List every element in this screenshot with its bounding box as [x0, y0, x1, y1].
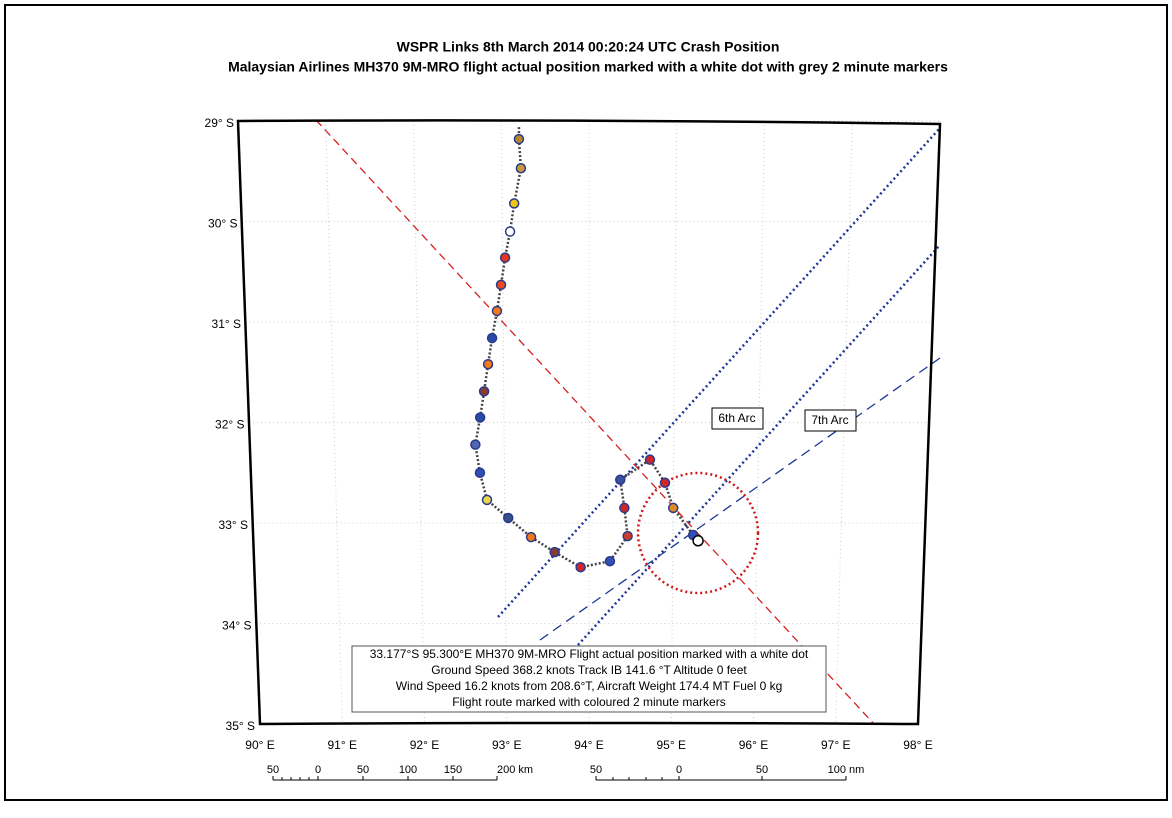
route-marker [502, 512, 514, 524]
route-marker [470, 439, 481, 450]
route-marker [481, 494, 493, 506]
route-marker [659, 477, 671, 489]
lat-label: 35° S [226, 719, 255, 733]
nm-scale-label: 0 [676, 764, 682, 776]
info-line: Wind Speed 16.2 knots from 208.6°T, Airc… [396, 679, 783, 693]
route-marker [604, 555, 616, 567]
info-line: Ground Speed 368.2 knots Track IB 141.6 … [431, 663, 747, 677]
lat-label: 29° S [205, 116, 234, 130]
arc-label-box [804, 409, 857, 432]
lat-label: 32° S [215, 418, 244, 432]
subtitle: Malaysian Airlines MH370 9M-MRO flight a… [228, 59, 948, 75]
info-box [351, 645, 827, 713]
flight-track [470, 127, 704, 573]
arc-label: 7th Arc [811, 413, 848, 427]
lon-label: 91° E [328, 738, 357, 752]
lat-label: 33° S [219, 518, 248, 532]
lon-label: 90° E [245, 738, 274, 752]
lon-label: 98° E [903, 738, 932, 752]
track-line [315, 119, 875, 725]
grid-line [670, 120, 678, 725]
arc-line [539, 357, 941, 641]
grid-line [752, 120, 765, 725]
grid-line [835, 120, 853, 725]
route-marker [486, 332, 498, 344]
route-marker [515, 162, 527, 174]
route-marker [619, 502, 630, 514]
route-marker [508, 198, 520, 209]
info-line: Flight route marked with coloured 2 minu… [452, 695, 725, 709]
crash-position [692, 535, 704, 547]
info-line: 33.177°S 95.300°E MH370 9M-MRO Flight ac… [370, 647, 809, 661]
grid-line [325, 120, 343, 725]
route-marker [474, 412, 486, 423]
lon-label: 96° E [739, 738, 768, 752]
grid-line [500, 120, 508, 725]
route-marker [478, 386, 490, 397]
route-marker [667, 502, 679, 514]
km-scale-label: 150 [444, 764, 462, 776]
route-marker [482, 358, 494, 370]
route-marker [495, 279, 507, 291]
search-circle [636, 471, 760, 595]
arc-label: 6th Arc [718, 411, 755, 425]
grid-line [413, 120, 426, 725]
map-frame [236, 119, 942, 726]
title: WSPR Links 8th March 2014 00:20:24 UTC C… [397, 39, 780, 55]
route-marker [499, 252, 511, 263]
lon-label: 95° E [657, 738, 686, 752]
lon-label: 94° E [574, 738, 603, 752]
lat-label: 34° S [222, 619, 251, 633]
route-marker [622, 530, 633, 542]
route-marker [575, 561, 586, 573]
route-marker [491, 305, 503, 317]
route-marker [615, 474, 626, 486]
km-scale-label: 0 [315, 764, 321, 776]
km-scale-label: 50 [267, 764, 279, 776]
lon-label: 92° E [410, 738, 439, 752]
route [474, 127, 700, 569]
km-scale-label: 200 km [497, 764, 533, 776]
nm-scale-label: 50 [756, 764, 768, 776]
lat-label: 31° S [212, 317, 241, 331]
route-marker [513, 133, 525, 145]
lon-label: 97° E [821, 738, 850, 752]
arc-label-box [711, 407, 764, 430]
route-marker [474, 467, 486, 478]
nm-scale-label: 100 nm [828, 764, 865, 776]
route-marker [549, 546, 560, 558]
lon-label: 93° E [492, 738, 521, 752]
route-marker [504, 226, 516, 237]
km-scale-label: 50 [357, 764, 369, 776]
route-marker [525, 531, 537, 543]
nm-scale-label: 50 [590, 764, 602, 776]
lat-label: 30° S [208, 217, 237, 231]
km-scale-label: 100 [399, 764, 417, 776]
route-marker [644, 454, 656, 465]
